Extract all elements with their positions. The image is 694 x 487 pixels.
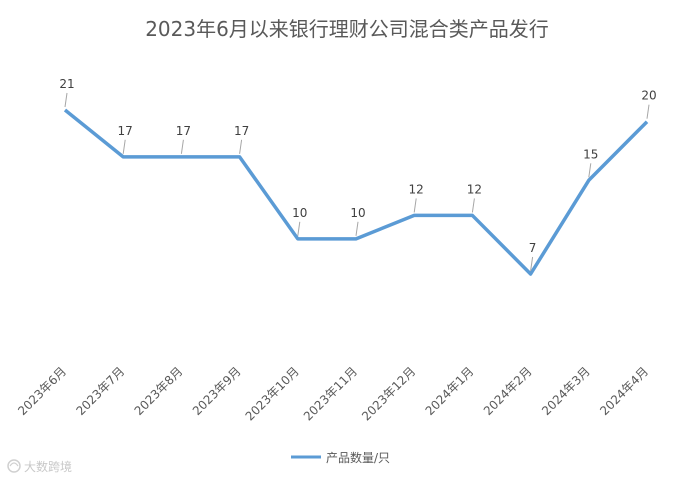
data-label-leader	[356, 222, 358, 236]
data-label: 12	[409, 182, 424, 196]
data-label-leader	[123, 140, 125, 154]
watermark: 大数跨境	[8, 459, 72, 474]
x-tick-label: 2023年6月	[15, 364, 69, 418]
x-tick-label: 2024年1月	[423, 364, 477, 418]
x-tick-label: 2024年3月	[539, 364, 593, 418]
data-label: 12	[467, 182, 482, 196]
x-tick-label: 2023年7月	[73, 364, 127, 418]
watermark-logo-icon	[8, 460, 20, 472]
data-label-leader	[414, 198, 416, 212]
plot-area: 21 17 17 17 10 10 12 12 7 15 20	[59, 77, 656, 274]
watermark-text: 大数跨境	[24, 459, 72, 474]
x-tick-label: 2024年2月	[481, 364, 535, 418]
data-label: 10	[292, 206, 307, 220]
x-tick-label: 2024年4月	[597, 364, 651, 418]
data-label: 10	[350, 206, 365, 220]
chart-title: 2023年6月以来银行理财公司混合类产品发行	[145, 17, 549, 41]
data-label-leader	[298, 222, 300, 236]
legend-label: 产品数量/只	[326, 450, 390, 465]
data-label: 20	[641, 89, 656, 103]
x-tick-label: 2023年9月	[190, 364, 244, 418]
legend: 产品数量/只	[291, 450, 390, 465]
data-label-leader	[181, 140, 183, 154]
data-label: 17	[118, 124, 133, 138]
data-label-leader	[240, 140, 242, 154]
x-tick-label: 2023年12月	[359, 364, 418, 423]
data-label-leader	[647, 105, 649, 119]
x-tick-label: 2023年10月	[243, 364, 302, 423]
data-label: 17	[234, 124, 249, 138]
data-label: 15	[583, 147, 598, 161]
x-tick-label: 2023年8月	[132, 364, 186, 418]
data-label-leader	[65, 93, 67, 107]
data-label: 7	[529, 241, 537, 255]
data-label-leader	[589, 163, 591, 177]
x-tick-label: 2023年11月	[301, 364, 360, 423]
data-label: 21	[59, 77, 74, 91]
data-label: 17	[176, 124, 191, 138]
data-label-leader	[472, 198, 474, 212]
series-line	[65, 110, 647, 274]
